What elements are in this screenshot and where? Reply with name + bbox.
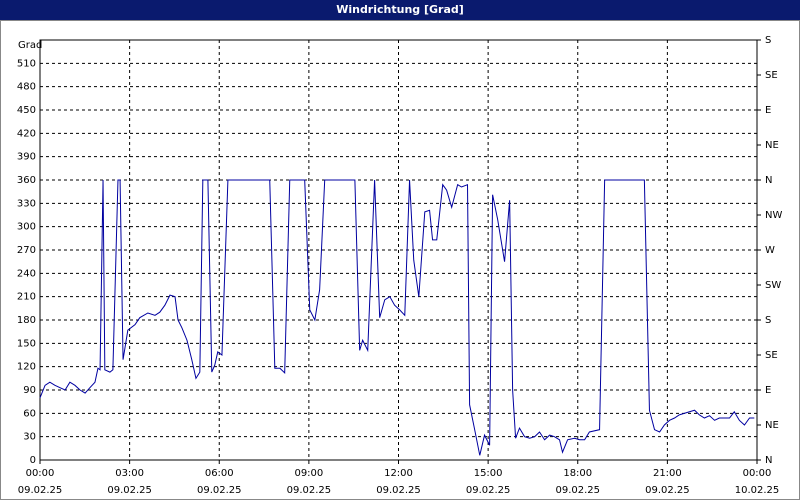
- y-tick-label: 450: [17, 105, 36, 116]
- y2-tick-label: W: [765, 245, 775, 256]
- y-tick-label: 240: [17, 268, 36, 279]
- y-tick-label: 120: [17, 362, 36, 373]
- x-tick-date: 09.02.25: [197, 485, 242, 496]
- y2-tick-label: N: [765, 455, 772, 466]
- y-tick-label: 360: [17, 175, 36, 186]
- x-tick-label: 00:00: [26, 468, 55, 479]
- y-tick-label: 510: [17, 58, 36, 69]
- y2-tick-label: S: [765, 35, 771, 46]
- data-line: [39, 179, 755, 456]
- y2-tick-label: E: [765, 105, 771, 116]
- y2-tick-label: SE: [765, 70, 778, 81]
- x-tick-date: 09.02.25: [555, 485, 600, 496]
- y-tick-label: 150: [17, 338, 36, 349]
- x-tick-date: 09.02.25: [466, 485, 511, 496]
- y-tick-label: 330: [17, 198, 36, 209]
- x-tick-label: 15:00: [474, 468, 503, 479]
- y-tick-label: 210: [17, 292, 36, 303]
- title-bar: [0, 0, 800, 20]
- x-tick-label: 09:00: [294, 468, 323, 479]
- y-tick-label: 390: [17, 152, 36, 163]
- x-tick-date: 10.02.25: [735, 485, 780, 496]
- chart-title: Windrichtung [Grad]: [336, 3, 464, 16]
- y2-tick-label: N: [765, 175, 772, 186]
- x-tick-date: 09.02.25: [107, 485, 152, 496]
- y2-tick-label: NE: [765, 140, 779, 151]
- y-tick-label: 0: [30, 455, 36, 466]
- y2-tick-label: E: [765, 385, 771, 396]
- y-tick-label: 420: [17, 128, 36, 139]
- x-tick-label: 00:00: [743, 468, 772, 479]
- x-tick-label: 12:00: [384, 468, 413, 479]
- x-tick-date: 09.02.25: [376, 485, 421, 496]
- y2-tick-label: SW: [765, 280, 781, 291]
- y-tick-label: 480: [17, 82, 36, 93]
- y-axis-label: Grad: [18, 40, 42, 51]
- y2-tick-label: NE: [765, 420, 779, 431]
- y2-tick-label: SE: [765, 350, 778, 361]
- y2-tick-label: NW: [765, 210, 782, 221]
- y-tick-label: 180: [17, 315, 36, 326]
- y-tick-label: 60: [23, 408, 36, 419]
- y-tick-label: 300: [17, 222, 36, 233]
- x-tick-date: 09.02.25: [18, 485, 63, 496]
- window-border: [0, 20, 800, 500]
- x-tick-label: 06:00: [205, 468, 234, 479]
- x-tick-label: 03:00: [115, 468, 144, 479]
- y2-tick-label: S: [765, 315, 771, 326]
- x-tick-label: 21:00: [653, 468, 682, 479]
- x-tick-date: 09.02.25: [287, 485, 332, 496]
- y-tick-label: 30: [23, 432, 36, 443]
- x-tick-label: 18:00: [563, 468, 592, 479]
- x-tick-date: 09.02.25: [645, 485, 690, 496]
- y-tick-label: 270: [17, 245, 36, 256]
- y-tick-label: 90: [23, 385, 36, 396]
